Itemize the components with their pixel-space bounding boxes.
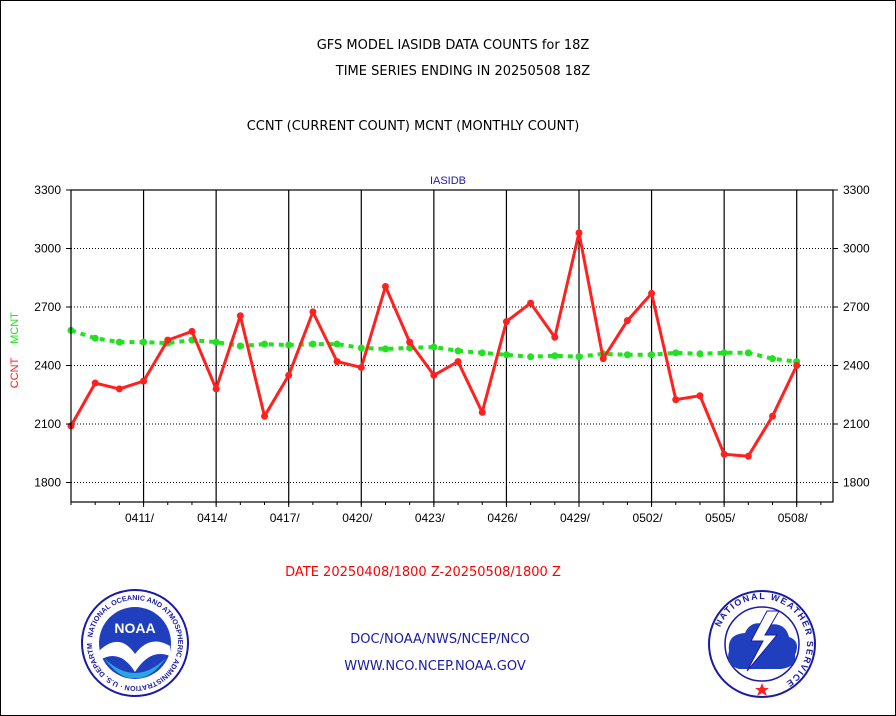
mcnt-point (648, 351, 656, 359)
mcnt-point (333, 340, 341, 348)
y-tick-label-left: 2700 (34, 300, 61, 314)
ccnt-point (575, 229, 583, 237)
ccnt-point (720, 450, 728, 458)
y-tick-label-right: 2400 (843, 359, 870, 373)
date-range-label: DATE 20250408/1800 Z-20250508/1800 Z (285, 565, 561, 580)
mcnt-point (212, 338, 220, 346)
mcnt-point (478, 349, 486, 357)
ccnt-point (648, 289, 656, 297)
mcnt-point (672, 349, 680, 357)
ccnt-point (140, 377, 148, 385)
mcnt-point (744, 349, 752, 357)
ccnt-point (309, 308, 317, 316)
ccnt-point (381, 283, 389, 291)
x-tick-label: 0508/ (778, 511, 809, 525)
x-tick-label: 0502/ (633, 511, 664, 525)
mcnt-point (720, 349, 728, 357)
ccnt-point (357, 363, 365, 371)
ccnt-point (406, 338, 414, 346)
y-tick-label-left: 2400 (34, 359, 61, 373)
mcnt-point (115, 338, 123, 346)
ccnt-point (164, 336, 172, 344)
ccnt-point (478, 408, 486, 416)
mcnt-point (623, 351, 631, 359)
ccnt-point (623, 317, 631, 325)
y-tick-label-right: 2700 (843, 300, 870, 314)
ccnt-point (188, 327, 196, 335)
mcnt-point (285, 341, 293, 349)
ccnt-point (793, 362, 801, 369)
ccnt-point (672, 396, 680, 404)
x-tick-label: 0426/ (487, 511, 518, 525)
mcnt-point (575, 353, 583, 361)
chart-title-line-2: TIME SERIES ENDING IN 20250508 18Z (335, 64, 591, 79)
mcnt-point (696, 350, 704, 358)
mcnt-point (454, 347, 462, 355)
x-tick-label: 0411/ (125, 511, 155, 525)
ccnt-point (502, 318, 510, 326)
noaa-logo-text: NOAA (114, 620, 155, 636)
plot-title: IASIDB (430, 175, 466, 187)
ccnt-point (115, 385, 123, 393)
mcnt-point (236, 342, 244, 350)
y-tick-label-right: 1800 (843, 476, 870, 490)
org-path-text: DOC/NOAA/NWS/NCEP/NCO (350, 632, 530, 647)
ccnt-point (744, 452, 752, 460)
mcnt-point (140, 338, 148, 346)
ccnt-point (696, 392, 704, 400)
y-tick-label-left: 1800 (34, 476, 61, 490)
ccnt-point (769, 412, 777, 420)
ccnt-point (599, 355, 607, 363)
noaa-logo: NATIONAL OCEANIC AND ATMOSPHERIC ADMINIS… (80, 588, 189, 697)
ccnt-point (261, 412, 269, 420)
mcnt-point (91, 334, 99, 342)
x-tick-label: 0423/ (415, 511, 446, 525)
x-tick-label: 0429/ (560, 511, 591, 525)
mcnt-point (261, 340, 269, 348)
y-tick-label-left: 2100 (34, 417, 61, 431)
ccnt-point (333, 358, 341, 366)
x-tick-label: 0414/ (197, 511, 228, 525)
chart-title-line-3: CCNT (CURRENT COUNT) MCNT (MONTHLY COUNT… (246, 119, 580, 134)
y-tick-label-left: 3000 (34, 242, 61, 256)
x-tick-label: 0420/ (342, 511, 373, 525)
x-tick-label: 0417/ (270, 511, 301, 525)
ccnt-point (430, 371, 438, 379)
ccnt-point (236, 312, 244, 320)
ccnt-point (454, 358, 462, 366)
chart-title-line-1: GFS MODEL IASIDB DATA COUNTS for 18Z (316, 38, 590, 53)
ccnt-point (212, 385, 220, 393)
mcnt-point (551, 352, 559, 360)
mcnt-point (381, 345, 389, 353)
mcnt-point (527, 353, 535, 361)
y-tick-label-right: 2100 (843, 417, 870, 431)
ccnt-point (551, 333, 559, 341)
nws-logo: NATIONAL WEATHER SERVICE (708, 590, 816, 698)
ccnt-point (285, 371, 293, 379)
y-tick-label-left: 3300 (34, 183, 61, 197)
mcnt-point (309, 340, 317, 348)
ccnt-point (91, 379, 99, 387)
y-tick-label-right: 3300 (843, 183, 870, 197)
mcnt-point (430, 343, 438, 351)
y-tick-label-right: 3000 (843, 242, 870, 256)
plot-area-border (70, 189, 834, 503)
mcnt-point (769, 355, 777, 363)
ccnt-point (527, 299, 535, 307)
y-axis-label-mcnt: MCNT (9, 312, 21, 344)
mcnt-point (502, 351, 510, 359)
y-axis-label-ccnt: CCNT (9, 357, 21, 388)
website-url-text: WWW.NCO.NCEP.NOAA.GOV (344, 659, 526, 674)
mcnt-point (357, 344, 365, 352)
x-tick-label: 0505/ (705, 511, 736, 525)
